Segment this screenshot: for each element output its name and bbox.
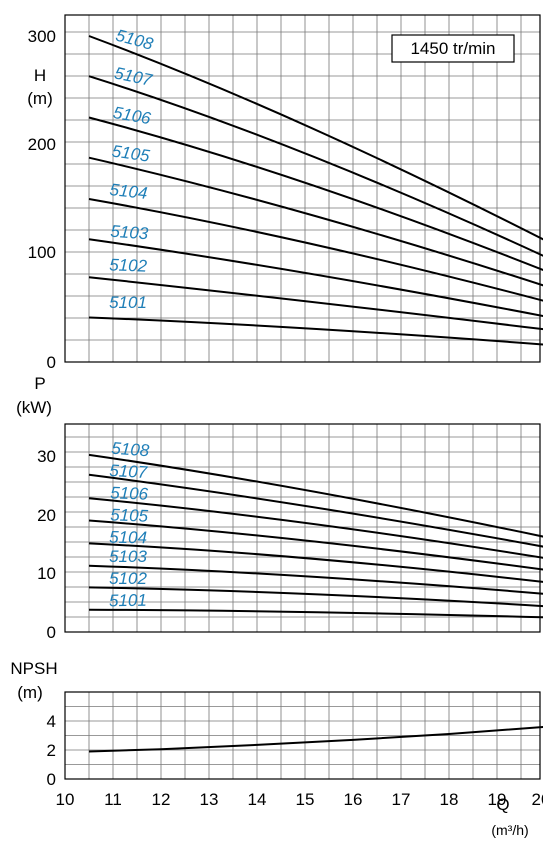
series-line-5102 bbox=[88, 586, 543, 608]
npsh-curves bbox=[88, 725, 543, 753]
series-label-5103: 5103 bbox=[109, 547, 147, 566]
x-tick-label: 18 bbox=[440, 790, 459, 809]
x-tick-label: 16 bbox=[344, 790, 363, 809]
x-axis-label: Q bbox=[496, 795, 509, 814]
power-y-ticks: 0 10 20 30 bbox=[37, 447, 56, 642]
npsh-ylabel-symbol: NPSH bbox=[10, 659, 57, 678]
series-line-5103 bbox=[88, 564, 543, 595]
x-tick-label: 13 bbox=[200, 790, 219, 809]
power-ylabel-symbol: P bbox=[34, 374, 45, 393]
series-line-5106 bbox=[88, 116, 543, 272]
series-label-5108: 5108 bbox=[111, 439, 151, 461]
x-axis-unit: (m³/h) bbox=[491, 822, 528, 838]
series-label-5104: 5104 bbox=[109, 528, 147, 548]
head-frame bbox=[64, 14, 541, 363]
series-line-5101 bbox=[88, 316, 543, 346]
x-axis-ticks: 10 11 12 13 14 15 16 17 18 19 20 bbox=[56, 790, 543, 809]
y-tick-label: 10 bbox=[37, 564, 56, 583]
y-tick-label: 20 bbox=[37, 506, 56, 525]
series-label-5104: 5104 bbox=[109, 180, 149, 203]
x-tick-label: 10 bbox=[56, 790, 75, 809]
x-tick-label: 12 bbox=[152, 790, 171, 809]
x-tick-label: 15 bbox=[296, 790, 315, 809]
power-ylabel-unit: (kW) bbox=[16, 398, 52, 417]
series-line-5105 bbox=[88, 519, 543, 571]
power-frame bbox=[64, 423, 541, 633]
y-tick-label: 4 bbox=[47, 712, 56, 731]
head-ylabel-symbol: H bbox=[34, 66, 46, 85]
series-label-5102: 5102 bbox=[109, 569, 147, 588]
x-tick-label: 20 bbox=[532, 790, 543, 809]
series-line-5103 bbox=[88, 238, 543, 317]
y-tick-label: 100 bbox=[28, 243, 56, 262]
y-tick-label: 0 bbox=[47, 770, 56, 789]
series-line-5104 bbox=[88, 542, 543, 583]
x-tick-label: 19 bbox=[488, 790, 507, 809]
y-tick-label: 0 bbox=[47, 353, 56, 372]
series-label-5103: 5103 bbox=[110, 222, 150, 244]
speed-box: 1450 tr/min bbox=[391, 34, 515, 63]
y-tick-label: 0 bbox=[47, 623, 56, 642]
y-tick-label: 300 bbox=[28, 27, 56, 46]
series-line-5105 bbox=[88, 156, 543, 287]
npsh-ylabel-unit: (m) bbox=[17, 683, 42, 702]
power-curves bbox=[88, 453, 543, 619]
series-line-5102 bbox=[88, 276, 543, 331]
head-gridlines bbox=[65, 15, 540, 362]
x-tick-label: 14 bbox=[248, 790, 267, 809]
npsh-y-ticks: 0 2 4 bbox=[47, 712, 56, 789]
series-label-5106: 5106 bbox=[110, 483, 149, 503]
y-tick-label: 2 bbox=[47, 741, 56, 760]
npsh-gridlines bbox=[65, 692, 540, 779]
series-label-5108: 5108 bbox=[114, 26, 156, 54]
y-tick-label: 30 bbox=[37, 447, 56, 466]
series-line-5106 bbox=[88, 497, 543, 559]
series-line-5108 bbox=[88, 35, 543, 241]
series-label-5105: 5105 bbox=[110, 505, 149, 525]
series-line-5101 bbox=[88, 608, 543, 619]
series-line-5104 bbox=[88, 198, 543, 302]
series-label-5101: 5101 bbox=[109, 591, 147, 611]
series-label-5102: 5102 bbox=[109, 255, 148, 275]
series-label-5107: 5107 bbox=[109, 461, 148, 482]
npsh-frame bbox=[64, 691, 541, 780]
series-label-5105: 5105 bbox=[111, 142, 152, 166]
head-curves bbox=[88, 35, 543, 346]
series-line-5107 bbox=[88, 75, 543, 257]
x-tick-label: 11 bbox=[104, 790, 122, 809]
npsh-panel: 0 2 4 10 11 12 13 14 15 16 17 18 19 20 NPSH (m) Q (m… bbox=[10, 659, 543, 838]
series-line-5108 bbox=[88, 453, 543, 538]
series-label-5101: 5101 bbox=[109, 293, 147, 312]
y-tick-label: 200 bbox=[28, 135, 56, 154]
head-ylabel-unit: (m) bbox=[27, 89, 52, 108]
x-tick-label: 17 bbox=[392, 790, 411, 809]
speed-label: 1450 tr/min bbox=[410, 39, 495, 58]
head-y-ticks: 0 100 200 300 bbox=[28, 27, 56, 372]
series-line-npsh bbox=[88, 725, 543, 753]
series-line-5107 bbox=[88, 473, 543, 548]
